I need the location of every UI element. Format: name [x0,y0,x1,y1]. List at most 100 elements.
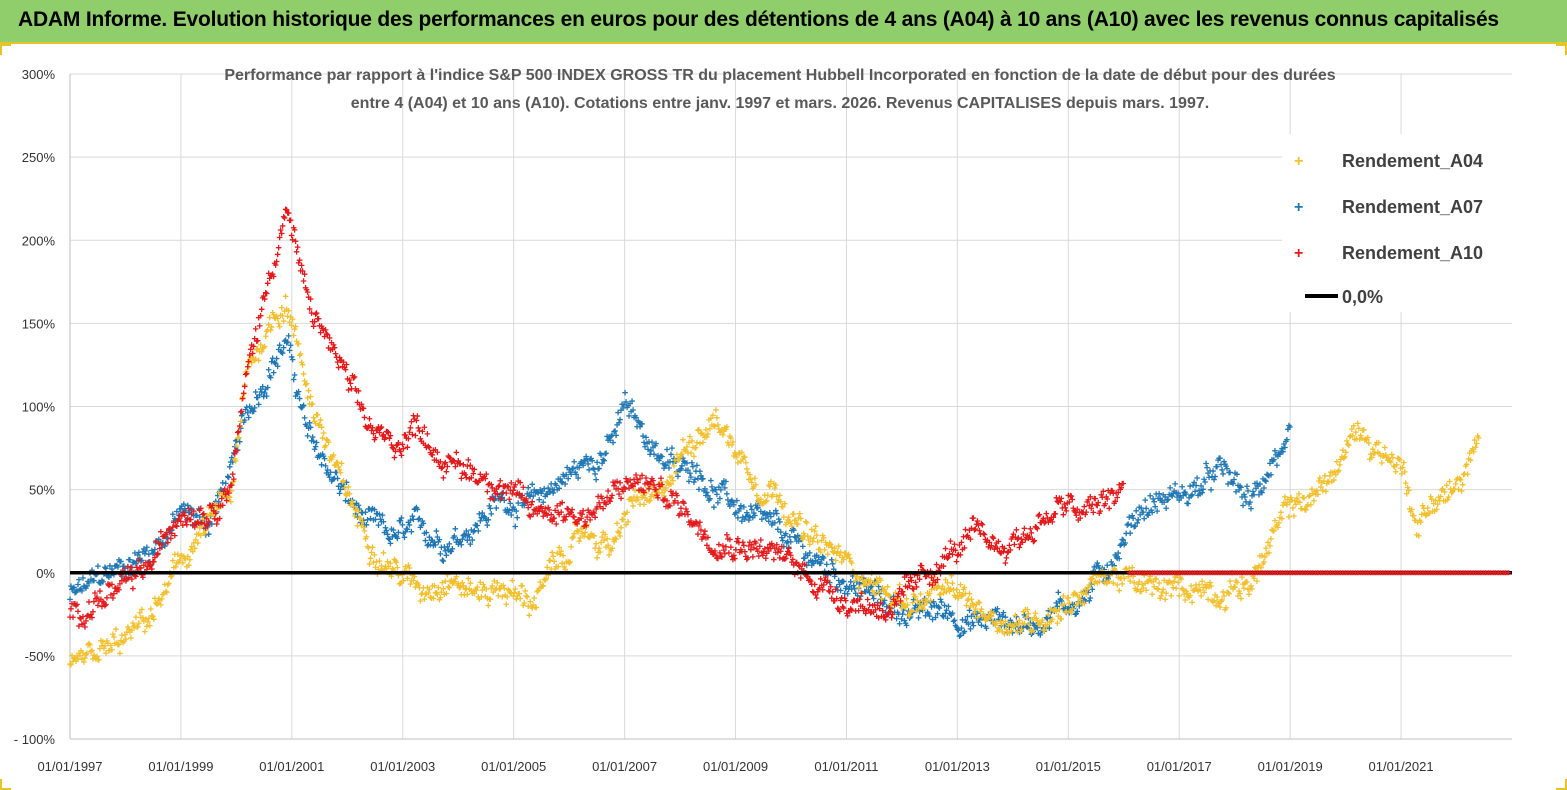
point-a10 [622,486,628,492]
point-a04 [1163,590,1169,597]
point-a04 [840,556,847,563]
point-a07 [870,595,877,602]
point-a10 [415,425,422,431]
point-a04 [912,593,919,600]
point-a10 [653,486,659,493]
point-a04 [164,589,170,596]
point-a04 [892,589,899,596]
point-a10 [270,273,277,280]
point-a04 [1365,434,1371,441]
point-a10 [222,491,229,498]
point-a04 [743,459,749,466]
y-axis: - 100%-50%0%50%100%150%200%250%300% [14,67,71,747]
x-tick-label: 01/01/2017 [1147,759,1212,774]
point-a04 [1237,590,1243,597]
point-a07 [896,620,903,627]
point-a04 [479,587,486,593]
point-a07 [844,590,851,597]
point-a07 [1257,481,1263,487]
point-a10 [772,545,778,551]
point-a04 [89,647,95,654]
point-a04 [286,319,293,325]
point-a04 [1402,480,1409,486]
point-a10 [426,444,433,451]
point-a04 [299,362,306,368]
point-a04 [753,481,759,488]
point-a10 [498,495,505,502]
point-a04 [1110,580,1117,586]
point-a04 [688,450,694,456]
point-a04 [928,586,935,593]
point-a04 [1333,471,1339,478]
point-a10 [312,311,319,317]
point-a04 [1463,461,1470,468]
point-a04 [577,535,583,541]
point-a04 [128,635,134,641]
point-a04 [522,588,529,594]
point-a07 [957,632,964,638]
point-a10 [1077,515,1084,521]
point-a04 [1345,441,1351,448]
point-a10 [607,498,613,505]
point-a10 [574,521,580,527]
point-a07 [1046,625,1053,631]
point-a04 [445,584,452,590]
point-a07 [449,546,456,552]
point-a07 [965,621,972,627]
point-a07 [479,510,486,516]
point-a10 [908,577,915,584]
point-a10 [876,605,883,612]
point-a04 [527,598,534,605]
point-a10 [753,540,759,546]
point-a07 [1230,480,1236,487]
point-a10 [882,617,889,623]
point-a10 [792,560,799,567]
point-a07 [687,470,693,477]
point-a10 [681,500,687,506]
point-a07 [1087,595,1094,601]
point-a10 [944,555,951,561]
point-a10 [551,515,557,521]
point-a04 [720,432,726,438]
corner-mark-tr [1556,44,1567,55]
point-a07 [1271,456,1277,463]
point-a04 [133,614,139,620]
point-a07 [1156,490,1162,497]
point-a10 [361,414,368,421]
point-a10 [406,429,413,436]
point-a04 [1071,590,1078,596]
point-a10 [188,511,195,517]
point-a04 [1155,586,1161,593]
point-a10 [646,486,652,492]
point-a10 [477,471,484,478]
point-a10 [510,487,517,494]
point-a04 [1160,586,1166,593]
point-a10 [698,527,704,533]
point-a07 [433,528,440,534]
point-a07 [337,486,344,493]
point-a04 [394,564,401,571]
point-a07 [585,461,591,467]
point-a04 [431,582,438,589]
point-a04 [570,534,576,540]
point-a07 [967,626,974,632]
point-a10 [892,598,899,605]
point-a10 [879,607,886,614]
point-a07 [641,439,647,446]
point-a04 [635,497,641,503]
point-a10 [117,581,123,587]
point-a04 [792,517,799,523]
point-a10 [438,465,445,472]
point-a04 [102,643,108,649]
point-a04 [814,539,821,545]
point-a07 [999,613,1006,620]
point-a04 [1311,497,1317,504]
point-a04 [1232,584,1238,590]
point-a04 [1276,520,1282,526]
point-a07 [1029,630,1036,636]
point-a04 [1272,517,1278,524]
point-a04 [803,520,810,526]
point-a04 [787,520,794,527]
point-a10 [1011,541,1018,548]
point-a07 [422,537,429,544]
